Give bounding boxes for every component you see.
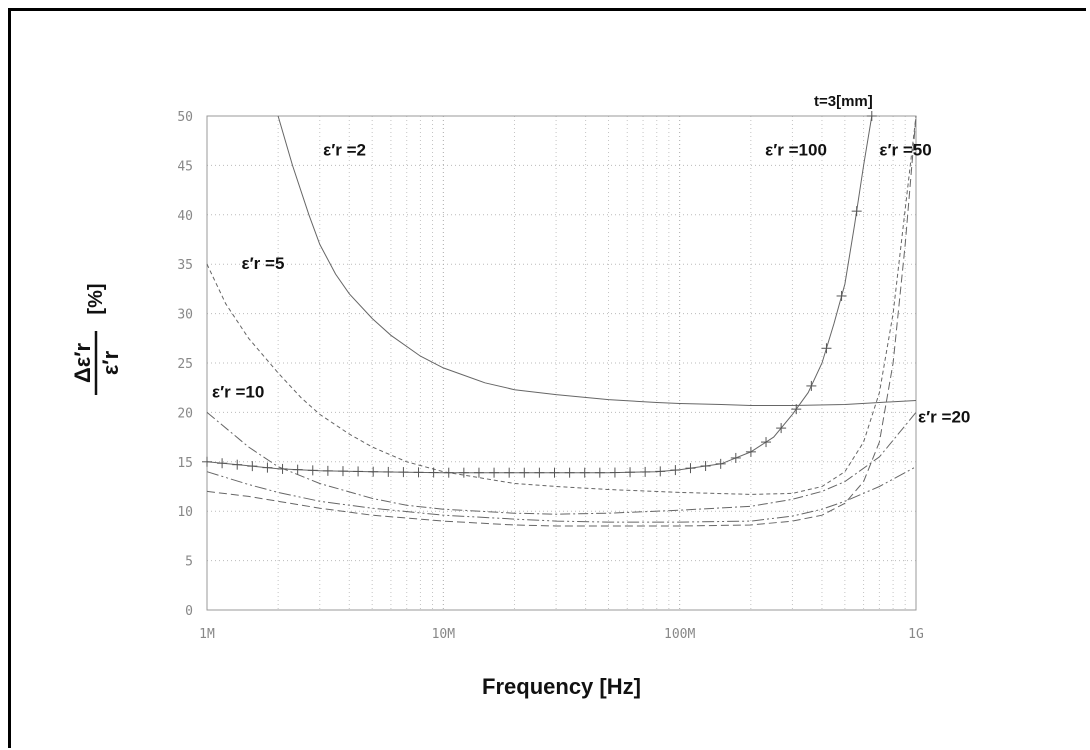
y-axis-title-unit: [%]: [85, 283, 107, 314]
y-tick-label: 35: [177, 258, 193, 273]
y-axis-title: Δε′r ε′r [%]: [70, 283, 123, 395]
series-line: [206, 115, 917, 495]
y-tick-label: 45: [177, 159, 193, 174]
y-axis-title-numerator: Δε′r: [70, 343, 95, 384]
plot-area: [206, 115, 917, 611]
x-axis-title: Frequency [Hz]: [482, 674, 641, 699]
series-line: [206, 466, 917, 523]
y-tick-label: 5: [185, 555, 193, 570]
x-tick-label: 100M: [664, 627, 695, 642]
y-tick-label: 0: [185, 604, 193, 619]
y-tick-label: 25: [177, 357, 193, 372]
series-line: [206, 115, 873, 474]
series-label: ε′r =50: [879, 141, 931, 160]
y-tick-label: 10: [177, 505, 193, 520]
series-labels: ε′r =2 ε′r =5 ε′r =10 ε′r =20 ε′r =50 ε′r =10…: [212, 141, 970, 427]
x-tick-label: 10M: [432, 627, 456, 642]
x-tick-label: 1G: [908, 627, 924, 642]
series-label: ε′r =100: [765, 141, 827, 160]
figure-frame: [8, 8, 1086, 748]
series-label: ε′r =10: [212, 383, 264, 402]
x-axis-ticks: 1M 10M 100M 1G: [199, 627, 924, 642]
series-line: [206, 412, 917, 515]
x-tick-label: 1M: [199, 627, 215, 642]
y-tick-label: 30: [177, 308, 193, 323]
y-tick-label: 20: [177, 406, 193, 421]
series-group: [202, 111, 917, 527]
series-label: ε′r =2: [323, 141, 366, 160]
grid: [206, 115, 916, 611]
series-line: [206, 115, 917, 527]
y-tick-label: 15: [177, 456, 193, 471]
y-tick-label: 50: [177, 110, 193, 125]
series-label: ε′r =5: [242, 254, 285, 273]
series-label: ε′r =20: [918, 407, 970, 426]
y-tick-label: 40: [177, 209, 193, 224]
y-axis-title-denominator: ε′r: [98, 350, 123, 375]
series-line: [277, 115, 917, 406]
thickness-note: t=3[mm]: [814, 93, 873, 110]
y-axis-ticks: 0 5 10 15 20 25 30 35 40 45 50: [177, 110, 193, 619]
